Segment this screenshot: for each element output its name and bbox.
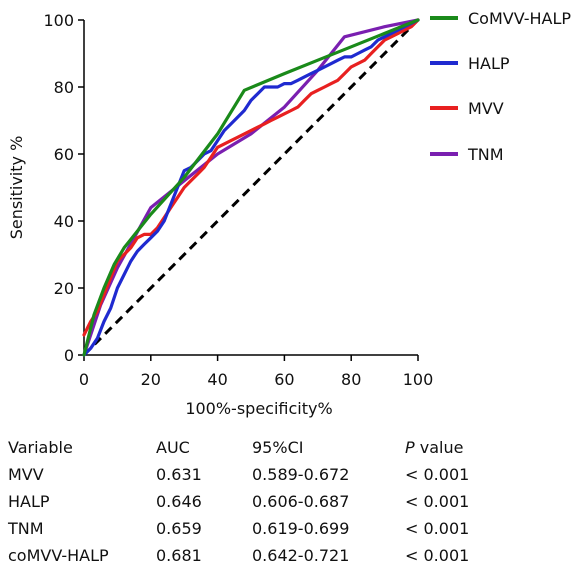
series-line-mvv [82,18,420,337]
x-tick-label: 40 [207,370,227,389]
header-p-value: P value [405,438,568,465]
x-tick-label: 80 [341,370,361,389]
row-auc: 0.631 [156,465,202,484]
legend-label-mvv: MVV [468,99,504,118]
row-ci: 0.619-0.699 [252,519,350,538]
y-axis-title: Sensitivity % [7,136,26,240]
legend-label-tnm: TNM [467,145,504,164]
x-axis-title: 100%-specificity% [185,399,332,418]
header-p-letter: P [405,438,415,457]
row-p-value: < 0.001 [405,519,470,538]
header-p-rest: value [414,438,464,457]
header-auc: AUC [156,438,190,457]
x-tick-label: 100 [403,370,434,389]
header-ci: 95%CI [252,438,304,457]
row-variable: coMVV-HALP [8,546,109,565]
table-row: HALP 0.646 0.606-0.687 < 0.001 [8,492,568,519]
header-variable: Variable [8,438,73,457]
table-row: coMVV-HALP 0.681 0.642-0.721 < 0.001 [8,546,568,573]
y-tick-label: 40 [54,212,74,231]
legend-label-halp: HALP [468,54,510,73]
x-tick-label: 0 [79,370,89,389]
row-p-value: < 0.001 [405,492,470,511]
series-line-halp [82,18,420,357]
auc-statistics-table: Variable AUC 95%CI P value MVV 0.631 0.5… [8,438,568,573]
reference-diagonal-line [82,18,420,357]
row-auc: 0.646 [156,492,202,511]
row-variable: HALP [8,492,50,511]
table-row: MVV 0.631 0.589-0.672 < 0.001 [8,465,568,492]
series-line-comvv-halp [82,18,420,357]
row-auc: 0.659 [156,519,202,538]
y-tick-label: 60 [54,145,74,164]
row-auc: 0.681 [156,546,202,565]
roc-chart: 0 20 40 60 80 100 0 20 40 60 80 100 100%-specificity… [7,9,571,418]
row-ci: 0.606-0.687 [252,492,350,511]
y-tick-label: 80 [54,78,74,97]
row-variable: MVV [8,465,44,484]
x-tick-label: 60 [274,370,294,389]
y-tick-label: 100 [43,11,74,30]
legend-label-comvv-halp: CoMVV-HALP [468,9,571,28]
y-tick-label: 20 [54,279,74,298]
table-row: TNM 0.659 0.619-0.699 < 0.001 [8,519,568,546]
roc-chart-svg: 0 20 40 60 80 100 0 20 40 60 80 100 100%-specificity… [7,9,571,418]
row-p-value: < 0.001 [405,546,470,565]
series-line-tnm [82,18,420,357]
row-ci: 0.642-0.721 [252,546,350,565]
row-p-value: < 0.001 [405,465,470,484]
row-variable: TNM [8,519,44,538]
y-tick-label: 0 [64,346,74,365]
x-tick-label: 20 [141,370,161,389]
table-header-row: Variable AUC 95%CI P value [8,438,568,465]
row-ci: 0.589-0.672 [252,465,350,484]
